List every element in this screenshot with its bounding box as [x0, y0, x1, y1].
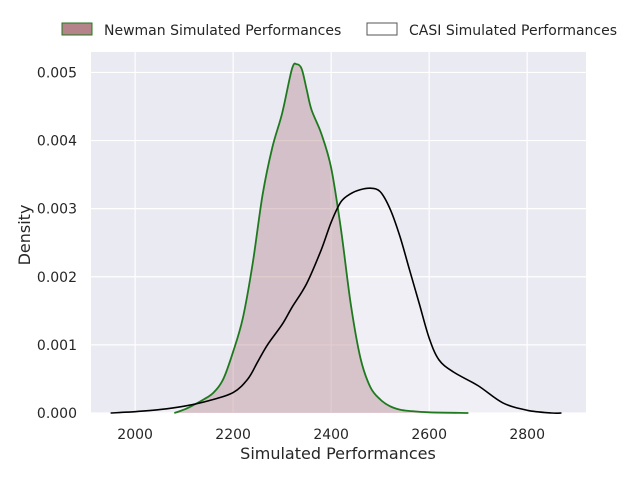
x-tick-label: 2800	[509, 427, 545, 443]
newman-density-line	[174, 62, 469, 414]
legend: Newman Simulated Performances CASI Simul…	[61, 22, 617, 39]
legend-swatch-newman	[61, 22, 93, 36]
y-axis-label: Density	[15, 205, 34, 266]
series-layer	[110, 62, 562, 414]
x-tick-label: 2600	[411, 427, 447, 443]
legend-swatch-casi	[366, 22, 398, 36]
y-tick-label: 0.001	[37, 338, 77, 354]
grid	[91, 52, 586, 414]
x-tick-label: 2000	[117, 427, 153, 443]
x-axis-ticks: 2000 2200 2400 2600 2800	[117, 427, 545, 443]
y-tick-label: 0.002	[37, 270, 77, 286]
legend-label-newman: Newman Simulated Performances	[104, 23, 341, 39]
y-axis-ticks: 0.000 0.001 0.002 0.003 0.004 0.005	[37, 65, 77, 422]
legend-label-casi: CASI Simulated Performances	[409, 23, 617, 39]
y-tick-label: 0.005	[37, 65, 77, 81]
x-tick-label: 2200	[215, 427, 251, 443]
y-tick-label: 0.000	[37, 406, 77, 422]
y-tick-label: 0.004	[37, 134, 77, 150]
plot-area	[91, 52, 586, 413]
casi-density-line	[110, 187, 562, 414]
newman-density-area	[174, 63, 469, 413]
casi-density-area	[110, 188, 562, 414]
x-axis-label: Simulated Performances	[240, 444, 436, 463]
x-tick-label: 2400	[313, 427, 349, 443]
y-tick-label: 0.003	[37, 202, 77, 218]
